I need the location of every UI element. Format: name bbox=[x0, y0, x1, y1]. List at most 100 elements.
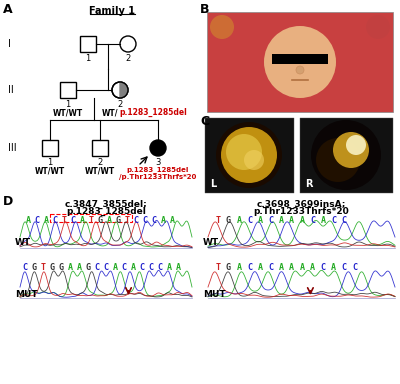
Text: T: T bbox=[88, 216, 94, 225]
Text: A: A bbox=[236, 263, 242, 272]
Text: A: A bbox=[320, 216, 326, 225]
Text: p.1283_1285del: p.1283_1285del bbox=[127, 166, 189, 173]
Text: A: A bbox=[76, 263, 82, 272]
Text: III: III bbox=[8, 143, 17, 153]
Bar bbox=[272, 54, 328, 64]
Polygon shape bbox=[120, 82, 128, 98]
Text: A: A bbox=[3, 3, 13, 16]
Text: C: C bbox=[310, 216, 315, 225]
Bar bbox=[60, 82, 76, 98]
Text: A: A bbox=[278, 263, 284, 272]
Text: C: C bbox=[342, 263, 346, 272]
Text: G: G bbox=[50, 263, 54, 272]
Bar bbox=[42, 140, 58, 156]
Text: A: A bbox=[160, 216, 166, 225]
Circle shape bbox=[311, 120, 381, 190]
Text: II: II bbox=[8, 85, 14, 95]
Text: A: A bbox=[68, 263, 72, 272]
Text: C: C bbox=[247, 216, 252, 225]
Text: 2: 2 bbox=[125, 54, 131, 63]
Bar bbox=[300, 118, 393, 193]
Text: A: A bbox=[166, 263, 172, 272]
Circle shape bbox=[120, 36, 136, 52]
Text: 1: 1 bbox=[85, 54, 91, 63]
Text: C: C bbox=[320, 263, 326, 272]
Text: 3: 3 bbox=[155, 158, 161, 167]
Circle shape bbox=[244, 150, 264, 170]
Text: C: C bbox=[94, 263, 100, 272]
Circle shape bbox=[112, 82, 128, 98]
Text: T: T bbox=[216, 216, 220, 225]
Text: I: I bbox=[8, 39, 11, 49]
Text: WT/WT: WT/WT bbox=[53, 108, 83, 117]
Text: A: A bbox=[170, 216, 174, 225]
Circle shape bbox=[346, 135, 366, 155]
Text: C: C bbox=[122, 263, 126, 272]
Text: p.Thr1233Thrfs*20: p.Thr1233Thrfs*20 bbox=[254, 207, 349, 216]
Text: C: C bbox=[34, 216, 40, 225]
Text: C: C bbox=[158, 263, 162, 272]
Text: WT/WT: WT/WT bbox=[85, 166, 115, 175]
Circle shape bbox=[210, 15, 234, 39]
Text: p.1283_1285del: p.1283_1285del bbox=[119, 108, 187, 117]
Text: A: A bbox=[258, 263, 262, 272]
Text: 2: 2 bbox=[97, 158, 103, 167]
Bar bbox=[50, 214, 132, 222]
Text: A: A bbox=[80, 216, 84, 225]
Text: WT/: WT/ bbox=[102, 108, 118, 117]
Text: C: C bbox=[22, 263, 28, 272]
Text: C: C bbox=[104, 263, 108, 272]
Text: WT: WT bbox=[203, 238, 219, 247]
Circle shape bbox=[333, 132, 369, 168]
Circle shape bbox=[216, 122, 282, 188]
Text: A: A bbox=[44, 216, 48, 225]
Text: 1: 1 bbox=[47, 158, 53, 167]
Text: c.3847_3855del;: c.3847_3855del; bbox=[65, 200, 147, 209]
Circle shape bbox=[221, 127, 277, 183]
Text: WT: WT bbox=[15, 238, 31, 247]
Text: T: T bbox=[216, 263, 220, 272]
Text: B: B bbox=[200, 3, 210, 16]
Text: WT/WT: WT/WT bbox=[35, 166, 65, 175]
Bar bbox=[205, 118, 294, 193]
Text: D: D bbox=[3, 195, 13, 208]
Text: C: C bbox=[352, 263, 357, 272]
Circle shape bbox=[296, 66, 304, 74]
Text: C: C bbox=[142, 216, 148, 225]
Circle shape bbox=[316, 138, 360, 182]
Text: MUT: MUT bbox=[203, 290, 226, 299]
Text: A: A bbox=[310, 263, 315, 272]
Text: G: G bbox=[86, 263, 90, 272]
Text: G: G bbox=[58, 263, 64, 272]
Text: C: C bbox=[331, 216, 336, 225]
Text: C: C bbox=[268, 263, 273, 272]
Text: C: C bbox=[200, 115, 209, 128]
Text: A: A bbox=[278, 216, 284, 225]
Text: T: T bbox=[40, 263, 46, 272]
Bar bbox=[80, 36, 96, 52]
Text: A: A bbox=[289, 216, 294, 225]
Circle shape bbox=[150, 140, 166, 156]
Text: G: G bbox=[226, 216, 231, 225]
Text: A: A bbox=[236, 216, 242, 225]
Text: 1: 1 bbox=[65, 100, 71, 109]
Text: C: C bbox=[52, 216, 58, 225]
Text: A: A bbox=[300, 216, 304, 225]
Text: c.3698_3699insA;: c.3698_3699insA; bbox=[257, 200, 346, 209]
Bar bbox=[92, 140, 108, 156]
Text: C: C bbox=[268, 216, 273, 225]
Text: A: A bbox=[258, 216, 262, 225]
Text: A: A bbox=[300, 263, 304, 272]
Text: G: G bbox=[116, 216, 120, 225]
Text: 2: 2 bbox=[117, 100, 123, 109]
Bar bbox=[207, 12, 393, 112]
Text: C: C bbox=[140, 263, 144, 272]
Text: A: A bbox=[112, 263, 118, 272]
Text: C: C bbox=[70, 216, 76, 225]
Text: G: G bbox=[98, 216, 102, 225]
Text: R: R bbox=[305, 179, 312, 189]
Text: C: C bbox=[134, 216, 138, 225]
Text: C: C bbox=[247, 263, 252, 272]
Text: C: C bbox=[152, 216, 156, 225]
Text: C: C bbox=[342, 216, 346, 225]
